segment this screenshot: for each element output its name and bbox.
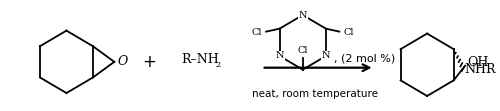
Text: Cl: Cl xyxy=(252,28,262,37)
Text: N: N xyxy=(322,52,330,60)
Text: +: + xyxy=(142,53,156,71)
Text: N: N xyxy=(298,11,307,20)
Text: neat, room temperature: neat, room temperature xyxy=(252,89,378,99)
Text: OH: OH xyxy=(467,56,488,69)
Text: R–NH: R–NH xyxy=(181,53,219,66)
Text: , (2 mol %): , (2 mol %) xyxy=(334,54,396,64)
Text: O: O xyxy=(117,55,128,68)
Text: NHR: NHR xyxy=(464,63,496,76)
Text: N: N xyxy=(276,52,284,60)
Text: Cl: Cl xyxy=(343,28,353,37)
Text: 2: 2 xyxy=(216,61,221,69)
Text: Cl: Cl xyxy=(298,46,308,55)
